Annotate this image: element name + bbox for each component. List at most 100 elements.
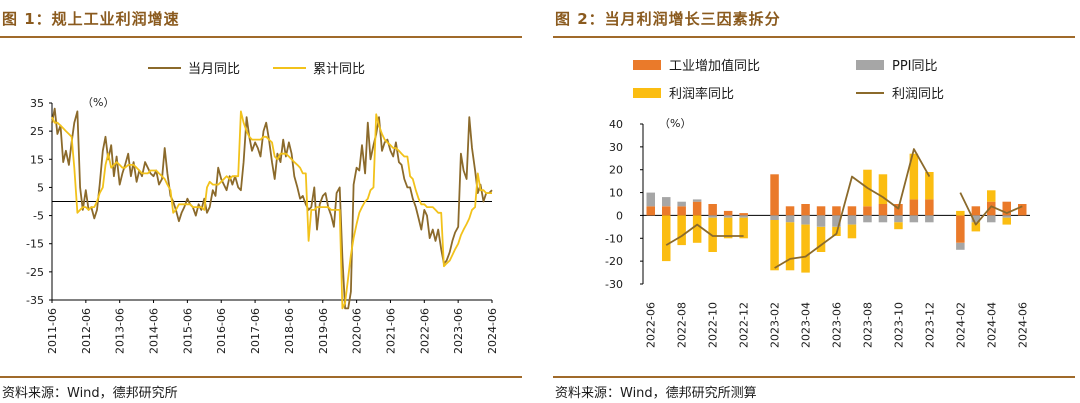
y-tick-label: 20: [609, 164, 623, 177]
profit-yoy-line: [665, 223, 744, 246]
legend-label: 工业增加值同比: [669, 58, 760, 74]
ppi-bar: [909, 215, 919, 223]
ppi-bar: [677, 201, 686, 207]
x-tick-label: 2019-06: [317, 308, 330, 354]
x-tick-label: 2017-06: [249, 308, 262, 354]
unit-label: （%）: [82, 96, 114, 109]
legend-label: 当月同比: [188, 62, 240, 77]
monthly-yoy-line: [51, 107, 493, 310]
left-chart-panel: 图 1：规上工业利润增速 35 25 15 5 -5 -15 -25 -35 （%） 2011-0…: [0, 0, 527, 403]
iva-bar: [770, 174, 779, 216]
x-tick-label: 2015-06: [181, 308, 194, 354]
x-tick-label: 2022-10: [707, 302, 720, 348]
x-tick-label: 2012-06: [80, 308, 93, 354]
x-tick-label: 2018-06: [283, 308, 296, 354]
y-tick-label: 0: [616, 209, 623, 222]
iva-bar: [832, 206, 841, 216]
source-note: 资料来源：Wind，德邦研究所测算: [555, 386, 757, 401]
iva-bar: [677, 206, 686, 216]
x-tick-label: 2023-06: [452, 308, 465, 354]
iva-bar: [692, 201, 702, 216]
x-tick-label: 2021-06: [384, 308, 397, 354]
source-note: 资料来源：Wind，德邦研究所: [2, 386, 178, 401]
x-tick-label: 2014-06: [148, 308, 161, 354]
legend-label: 利润率同比: [669, 86, 734, 102]
ppi-bar: [770, 215, 779, 220]
ppi-bar: [801, 215, 810, 225]
iva-bar: [1018, 204, 1027, 216]
x-tick-label: 2023-08: [861, 302, 874, 348]
iva-bar: [801, 204, 810, 216]
margin-bar: [971, 222, 981, 232]
footer-divider: [0, 376, 522, 378]
ppi-bar: [785, 215, 795, 223]
y-tick-label: 40: [609, 118, 623, 131]
footer-divider: [553, 376, 1075, 378]
x-tick-label: 2020-06: [351, 308, 364, 354]
y-tick-label: -30: [605, 278, 623, 291]
x-tick-label: 2024-04: [985, 302, 998, 348]
right-chart-panel: 图 2：当月利润增长三因素拆分 40 30 20 10 0 -10 -20 -30 （%） 202…: [553, 0, 1080, 403]
legend-swatch: [856, 60, 884, 70]
iva-bar: [662, 206, 671, 216]
cumulative-yoy-line: [51, 110, 492, 310]
x-tick-label: 2024-06: [1016, 302, 1029, 348]
margin-bar: [909, 153, 919, 200]
margin-bar: [816, 226, 826, 252]
y-tick-label: 5: [37, 181, 44, 194]
margin-bar: [925, 172, 934, 200]
ppi-bar: [1002, 215, 1011, 218]
ppi-bar: [816, 215, 826, 227]
margin-bar: [878, 174, 888, 204]
ppi-bar: [956, 242, 965, 250]
margin-bar: [739, 217, 748, 239]
y-tick-label: 10: [609, 187, 623, 200]
iva-bar: [971, 206, 981, 216]
x-tick-label: 2011-06: [46, 308, 59, 354]
legend-swatch: [633, 60, 661, 70]
y-tick-label: -10: [605, 232, 623, 245]
y-tick-label: 35: [30, 97, 44, 110]
x-tick-label: 2023-06: [831, 302, 844, 348]
margin-bar: [692, 215, 702, 243]
ppi-bar: [832, 215, 841, 227]
ppi-bar: [692, 199, 702, 202]
legend-label: 累计同比: [313, 62, 365, 77]
x-tick-label: 2023-04: [800, 302, 813, 348]
iva-bar: [925, 199, 934, 216]
ppi-bar: [646, 192, 655, 207]
iva-bar: [909, 199, 919, 216]
iva-bar: [847, 206, 857, 216]
iva-bar: [894, 204, 903, 216]
ppi-bar: [894, 215, 903, 223]
x-tick-label: 2022-12: [738, 302, 751, 348]
ppi-bar: [925, 215, 934, 223]
margin-bar: [770, 220, 779, 271]
ppi-bar: [971, 215, 981, 223]
ppi-bar: [847, 215, 857, 225]
x-tick-label: 2022-06: [645, 302, 658, 348]
x-tick-label: 2022-06: [418, 308, 431, 354]
y-tick-label: 15: [30, 153, 44, 166]
iva-bar: [646, 206, 655, 216]
x-tick-label: 2023-02: [769, 302, 782, 348]
margin-bar: [956, 210, 965, 216]
x-tick-label: 2013-06: [114, 308, 127, 354]
iva-bar: [956, 215, 965, 243]
legend-label: 利润同比: [892, 87, 944, 102]
y-tick-label: -20: [605, 255, 623, 268]
margin-bar: [662, 215, 671, 262]
profit-growth-line-chart: 35 25 15 5 -5 -15 -25 -35 （%） 2011-06 2012-06 2013-…: [26, 62, 499, 354]
y-tick-label: 30: [609, 141, 623, 154]
margin-bar: [785, 222, 795, 271]
margin-bar: [723, 217, 733, 239]
legend-label: PPI同比: [892, 59, 938, 74]
iva-bar: [816, 206, 826, 216]
ppi-bar: [878, 215, 888, 223]
iva-bar: [739, 213, 748, 216]
title-divider: [0, 36, 522, 38]
x-tick-label: 2022-08: [676, 302, 689, 348]
iva-bar: [1002, 201, 1011, 216]
y-tick-label: -25: [26, 266, 44, 279]
ppi-bar: [708, 215, 717, 218]
